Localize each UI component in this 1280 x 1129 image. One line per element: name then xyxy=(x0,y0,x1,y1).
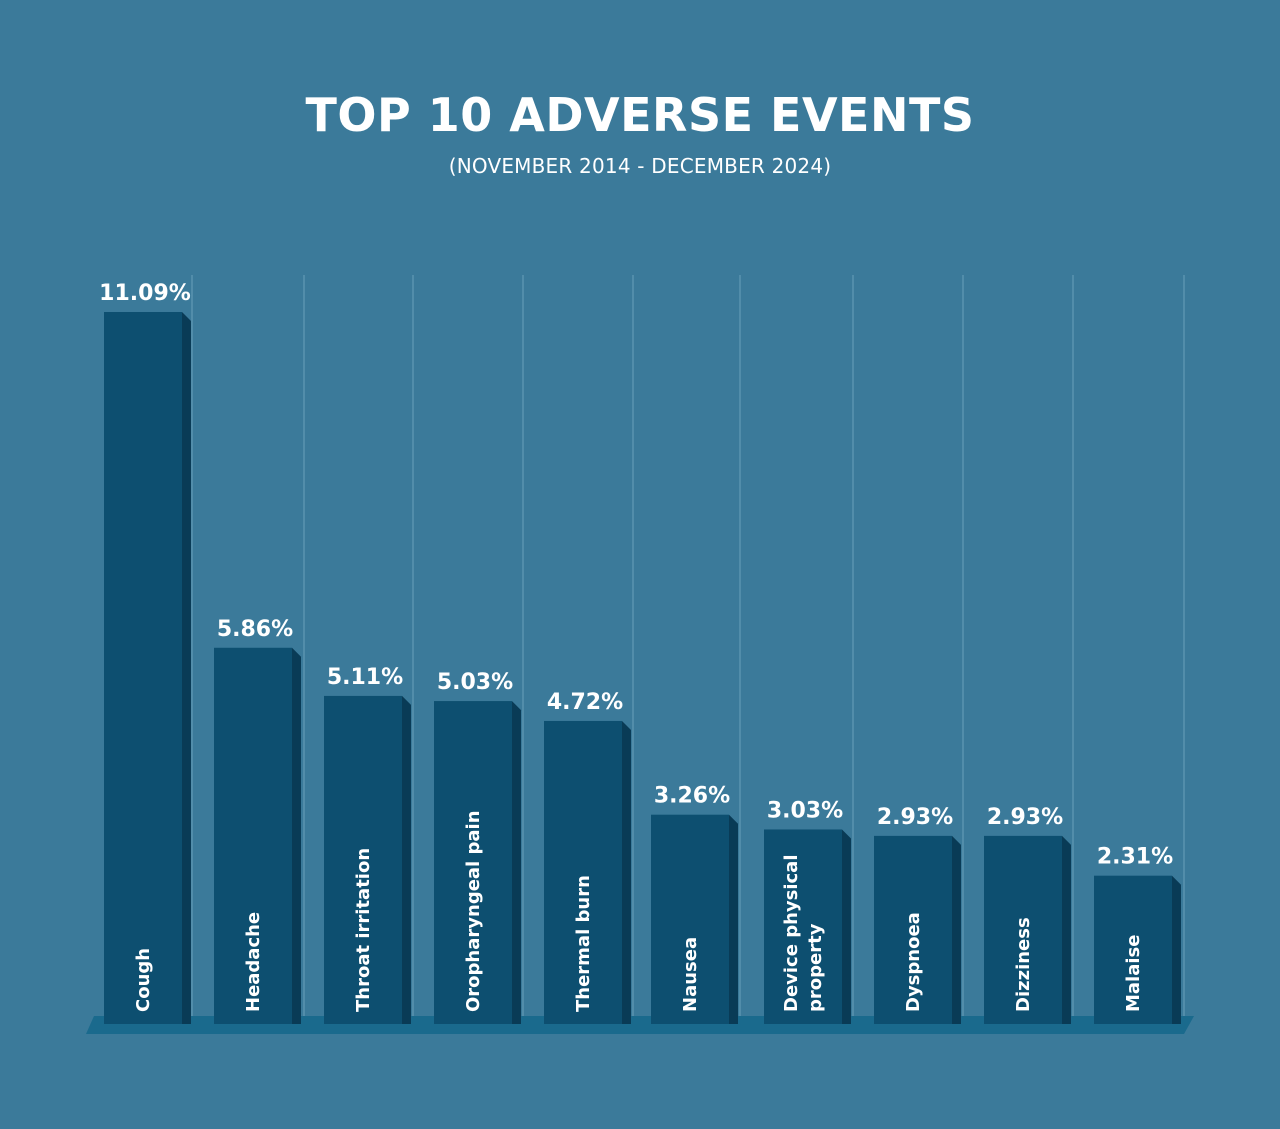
bar-side xyxy=(402,695,411,1024)
category-label-line: Dyspnoea xyxy=(903,912,924,1012)
value-label: 3.03% xyxy=(767,798,843,823)
bar-side xyxy=(292,647,301,1024)
value-label: 5.03% xyxy=(437,670,513,695)
bar xyxy=(544,720,622,1024)
value-label: 2.93% xyxy=(987,805,1063,830)
category-label: Oropharyngeal pain xyxy=(463,810,484,1012)
category-label-line: Device physical xyxy=(781,855,802,1013)
bar-side xyxy=(1172,875,1181,1024)
category-label: Dyspnoea xyxy=(903,912,924,1012)
category-label-line: property xyxy=(805,923,826,1012)
bar xyxy=(1094,875,1172,1024)
bar-side xyxy=(842,829,851,1024)
value-label: 5.11% xyxy=(327,665,403,690)
category-label-line: Headache xyxy=(243,912,264,1012)
bar xyxy=(214,647,292,1024)
bar xyxy=(324,695,402,1024)
value-label: 4.72% xyxy=(547,690,623,715)
bar xyxy=(104,312,182,1024)
category-label: Malaise xyxy=(1123,935,1144,1012)
category-label: Nausea xyxy=(680,937,701,1012)
category-label-line: Malaise xyxy=(1123,935,1144,1012)
category-label-line: Oropharyngeal pain xyxy=(463,810,484,1012)
category-label: Thermal burn xyxy=(573,875,594,1012)
category-label-line: Dizziness xyxy=(1013,917,1034,1012)
chart-title: TOP 10 ADVERSE EVENTS xyxy=(305,88,975,142)
bar-side xyxy=(1062,835,1071,1024)
category-label-line: Cough xyxy=(133,948,154,1012)
bar-side xyxy=(729,814,738,1024)
chart-subtitle: (NOVEMBER 2014 - DECEMBER 2024) xyxy=(448,154,832,178)
bar xyxy=(651,814,729,1024)
bar-side xyxy=(952,835,961,1024)
value-label: 11.09% xyxy=(99,281,191,306)
bar xyxy=(434,701,512,1024)
value-label: 5.86% xyxy=(217,617,293,642)
value-label: 2.93% xyxy=(877,805,953,830)
category-label: Device physical property xyxy=(781,855,826,1013)
bar-side xyxy=(512,701,521,1024)
bar xyxy=(984,835,1062,1024)
value-label: 2.31% xyxy=(1097,845,1173,870)
category-label-line: Thermal burn xyxy=(573,875,594,1012)
category-label: Headache xyxy=(243,912,264,1012)
category-label: Dizziness xyxy=(1013,917,1034,1012)
value-label: 3.26% xyxy=(654,784,730,809)
category-label-line: Throat irritation xyxy=(353,848,374,1012)
bar-side xyxy=(182,312,191,1024)
bar xyxy=(874,835,952,1024)
category-label: Cough xyxy=(133,948,154,1012)
category-label: Throat irritation xyxy=(353,848,374,1012)
bar-side xyxy=(622,720,631,1024)
bar xyxy=(764,829,842,1024)
category-label-line: Nausea xyxy=(680,937,701,1012)
